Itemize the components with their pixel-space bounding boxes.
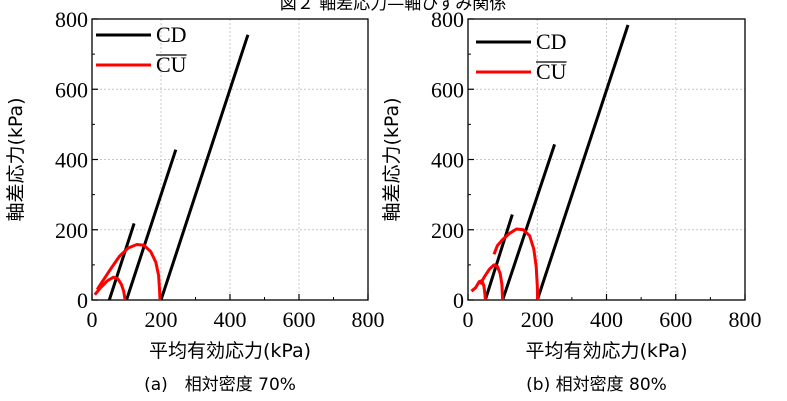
x-tick-label: 0 [463, 307, 474, 332]
legend-label-cu: CU [156, 52, 187, 77]
y-tick-label: 400 [55, 148, 88, 173]
x-tick-label: 0 [87, 307, 98, 332]
y-tick-label: 0 [77, 288, 88, 313]
x-tick-label: 600 [283, 307, 316, 332]
series-group [470, 24, 630, 301]
series-line-cu [95, 243, 162, 301]
y-axis-label: 軸差応力(kPa) [381, 97, 403, 221]
figure-header: 図２ 軸差応力—軸ひずみ関係 [280, 0, 506, 14]
series-line-cd [535, 24, 630, 301]
y-tick-label: 600 [55, 77, 88, 102]
chart-panel-b: 0 200 400 600 800 0 200 400 600 800 CD CU 平均有効応力(kPa… [381, 7, 762, 395]
series-line-cd [483, 214, 514, 301]
series-line-cd [125, 149, 178, 301]
y-tick-label: 200 [431, 218, 464, 243]
x-tick-label: 800 [729, 307, 762, 332]
legend-label-cd: CD [156, 22, 187, 47]
grid [468, 19, 745, 300]
x-tick-label: 800 [352, 307, 385, 332]
x-axis-label: 平均有効応力(kPa) [149, 340, 311, 362]
series-line-cd [501, 143, 557, 301]
x-tick-label: 400 [590, 307, 623, 332]
y-tick-label: 600 [431, 77, 464, 102]
series-line-cd [107, 222, 136, 301]
y-tick-label: 800 [55, 7, 88, 32]
y-tick-label: 800 [431, 7, 464, 32]
legend: CD CU [96, 22, 187, 77]
legend-label-cd: CD [536, 29, 567, 54]
legend: CD CU [476, 29, 567, 84]
x-tick-label: 200 [145, 307, 178, 332]
y-tick-label: 200 [55, 218, 88, 243]
ticks [91, 18, 369, 301]
series-group [93, 34, 250, 301]
grid [92, 19, 368, 300]
series-line-cu [93, 275, 127, 301]
chart-panel-a: 0 200 400 600 800 0 200 400 600 800 CD CU 平均有効応力(kPa… [5, 7, 385, 395]
series-line-cu [478, 263, 505, 301]
series-line-cd [159, 34, 250, 301]
y-axis-label: 軸差応力(kPa) [5, 97, 27, 221]
x-tick-label: 200 [521, 307, 554, 332]
panel-caption: (a) 相対密度 70% [144, 375, 296, 395]
y-tick-label: 400 [431, 148, 464, 173]
legend-label-cu: CU [536, 59, 567, 84]
panel-caption: (b) 相対密度 80% [526, 375, 667, 395]
x-axis-label: 平均有効応力(kPa) [525, 340, 687, 362]
x-tick-label: 400 [214, 307, 247, 332]
y-tick-label: 0 [453, 288, 464, 313]
series-line-cu [492, 227, 540, 301]
x-tick-label: 600 [659, 307, 692, 332]
series-line-cu [470, 279, 487, 301]
